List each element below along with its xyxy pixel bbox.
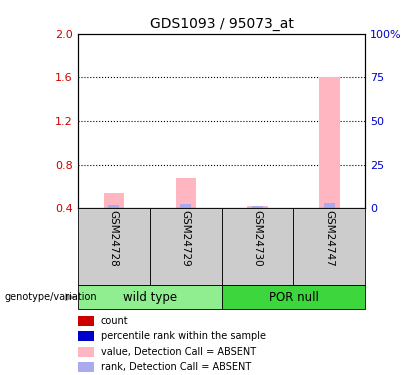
Text: rank, Detection Call = ABSENT: rank, Detection Call = ABSENT	[101, 362, 251, 372]
Text: percentile rank within the sample: percentile rank within the sample	[101, 332, 266, 341]
Text: GSM24728: GSM24728	[109, 210, 119, 267]
Bar	[78, 362, 94, 372]
Bar	[324, 203, 335, 208]
Bar	[78, 285, 222, 309]
Text: POR null: POR null	[268, 291, 318, 304]
Text: GSM24730: GSM24730	[252, 210, 262, 267]
Bar	[108, 205, 119, 208]
Bar	[104, 193, 124, 208]
Bar	[247, 207, 268, 208]
Bar	[252, 207, 263, 208]
Bar	[78, 208, 150, 285]
Bar	[222, 285, 365, 309]
Bar	[78, 347, 94, 357]
Bar	[222, 208, 294, 285]
Bar	[78, 332, 94, 341]
Text: genotype/variation: genotype/variation	[4, 292, 97, 302]
Bar	[150, 208, 222, 285]
Text: wild type: wild type	[123, 291, 177, 304]
Bar	[180, 204, 191, 208]
Title: GDS1093 / 95073_at: GDS1093 / 95073_at	[150, 17, 294, 32]
Bar	[294, 208, 365, 285]
Text: GSM24747: GSM24747	[324, 210, 334, 267]
Polygon shape	[65, 293, 76, 301]
Bar	[78, 316, 94, 326]
Bar	[319, 77, 339, 208]
Text: GSM24729: GSM24729	[181, 210, 191, 267]
Bar	[176, 178, 196, 208]
Text: value, Detection Call = ABSENT: value, Detection Call = ABSENT	[101, 347, 256, 357]
Text: count: count	[101, 316, 129, 326]
